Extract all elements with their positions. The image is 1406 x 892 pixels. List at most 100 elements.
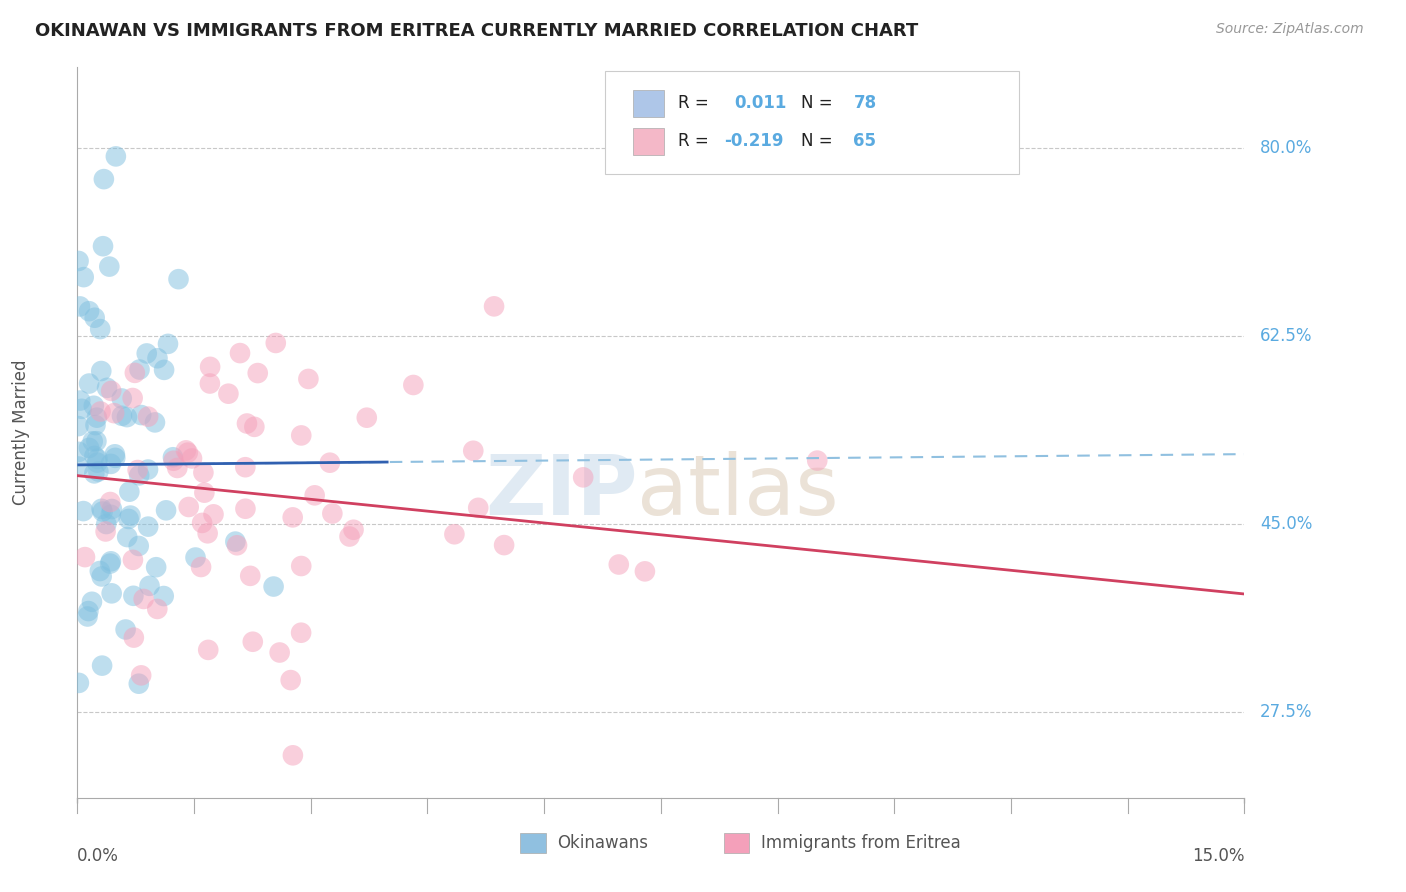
- Text: atlas: atlas: [637, 450, 839, 532]
- Point: [91, 239, 114, 253]
- Point: [281, 510, 304, 524]
- Point: [297, 372, 319, 386]
- Text: 65: 65: [853, 132, 876, 150]
- Point: [67, 254, 90, 268]
- Point: [467, 500, 489, 515]
- Point: [136, 462, 159, 476]
- Text: Okinawans: Okinawans: [557, 834, 648, 852]
- Point: [90, 364, 112, 378]
- Point: [197, 526, 219, 541]
- Point: [402, 378, 425, 392]
- Point: [224, 534, 246, 549]
- Point: [246, 366, 269, 380]
- Point: [94, 524, 117, 539]
- Point: [233, 460, 256, 475]
- Point: [162, 450, 184, 465]
- Point: [122, 553, 145, 567]
- Point: [242, 634, 264, 648]
- Point: [129, 408, 152, 422]
- Point: [129, 668, 152, 682]
- Point: [342, 523, 364, 537]
- Point: [122, 631, 145, 645]
- Point: [243, 420, 266, 434]
- Point: [98, 260, 121, 274]
- Point: [572, 470, 595, 484]
- Point: [319, 456, 342, 470]
- Point: [121, 391, 143, 405]
- Point: [191, 516, 214, 530]
- Point: [77, 376, 100, 391]
- Text: 62.5%: 62.5%: [1260, 326, 1312, 345]
- Point: [229, 346, 252, 360]
- Point: [174, 443, 197, 458]
- Point: [290, 625, 312, 640]
- Point: [198, 359, 221, 374]
- Text: N =: N =: [801, 94, 838, 112]
- Point: [98, 495, 121, 509]
- Point: [198, 376, 221, 391]
- Point: [83, 449, 105, 463]
- Point: [193, 466, 215, 480]
- Point: [111, 409, 134, 423]
- Point: [155, 503, 177, 517]
- Point: [184, 550, 207, 565]
- Point: [128, 468, 150, 483]
- Point: [124, 366, 146, 380]
- Point: [89, 564, 111, 578]
- Point: [136, 519, 159, 533]
- Point: [100, 457, 122, 471]
- Point: [443, 527, 465, 541]
- Point: [98, 557, 121, 571]
- Point: [181, 451, 204, 466]
- Point: [84, 418, 107, 433]
- Point: [70, 401, 93, 416]
- Text: -0.219: -0.219: [724, 132, 783, 150]
- Point: [482, 299, 505, 313]
- Point: [339, 529, 361, 543]
- Point: [89, 404, 111, 418]
- Point: [101, 502, 124, 516]
- Point: [80, 595, 103, 609]
- Point: [127, 463, 149, 477]
- Point: [82, 434, 104, 449]
- Point: [162, 454, 184, 468]
- Point: [86, 434, 108, 449]
- Point: [86, 410, 108, 425]
- Point: [135, 346, 157, 360]
- Point: [77, 604, 100, 618]
- Point: [91, 658, 114, 673]
- Point: [145, 560, 167, 574]
- Point: [136, 409, 159, 424]
- Point: [152, 589, 174, 603]
- Point: [91, 504, 114, 518]
- Point: [104, 450, 127, 465]
- Point: [96, 516, 118, 531]
- Point: [269, 646, 291, 660]
- Point: [67, 459, 90, 474]
- Point: [73, 550, 96, 565]
- Point: [89, 322, 111, 336]
- Text: 0.011: 0.011: [734, 94, 786, 112]
- Point: [115, 530, 138, 544]
- Point: [290, 428, 312, 442]
- Text: Source: ZipAtlas.com: Source: ZipAtlas.com: [1216, 22, 1364, 37]
- Text: 27.5%: 27.5%: [1260, 703, 1312, 722]
- Point: [235, 501, 257, 516]
- Point: [153, 363, 176, 377]
- Text: 78: 78: [853, 94, 876, 112]
- Point: [607, 558, 630, 572]
- Point: [263, 580, 285, 594]
- Point: [806, 453, 828, 467]
- Point: [96, 381, 118, 395]
- Point: [146, 351, 169, 366]
- Point: [463, 443, 485, 458]
- Point: [72, 504, 94, 518]
- Point: [117, 512, 139, 526]
- Point: [83, 310, 105, 325]
- Point: [146, 602, 169, 616]
- Text: 45.0%: 45.0%: [1260, 515, 1312, 533]
- Point: [128, 539, 150, 553]
- Point: [83, 399, 105, 413]
- Text: R =: R =: [678, 132, 714, 150]
- Point: [166, 461, 188, 475]
